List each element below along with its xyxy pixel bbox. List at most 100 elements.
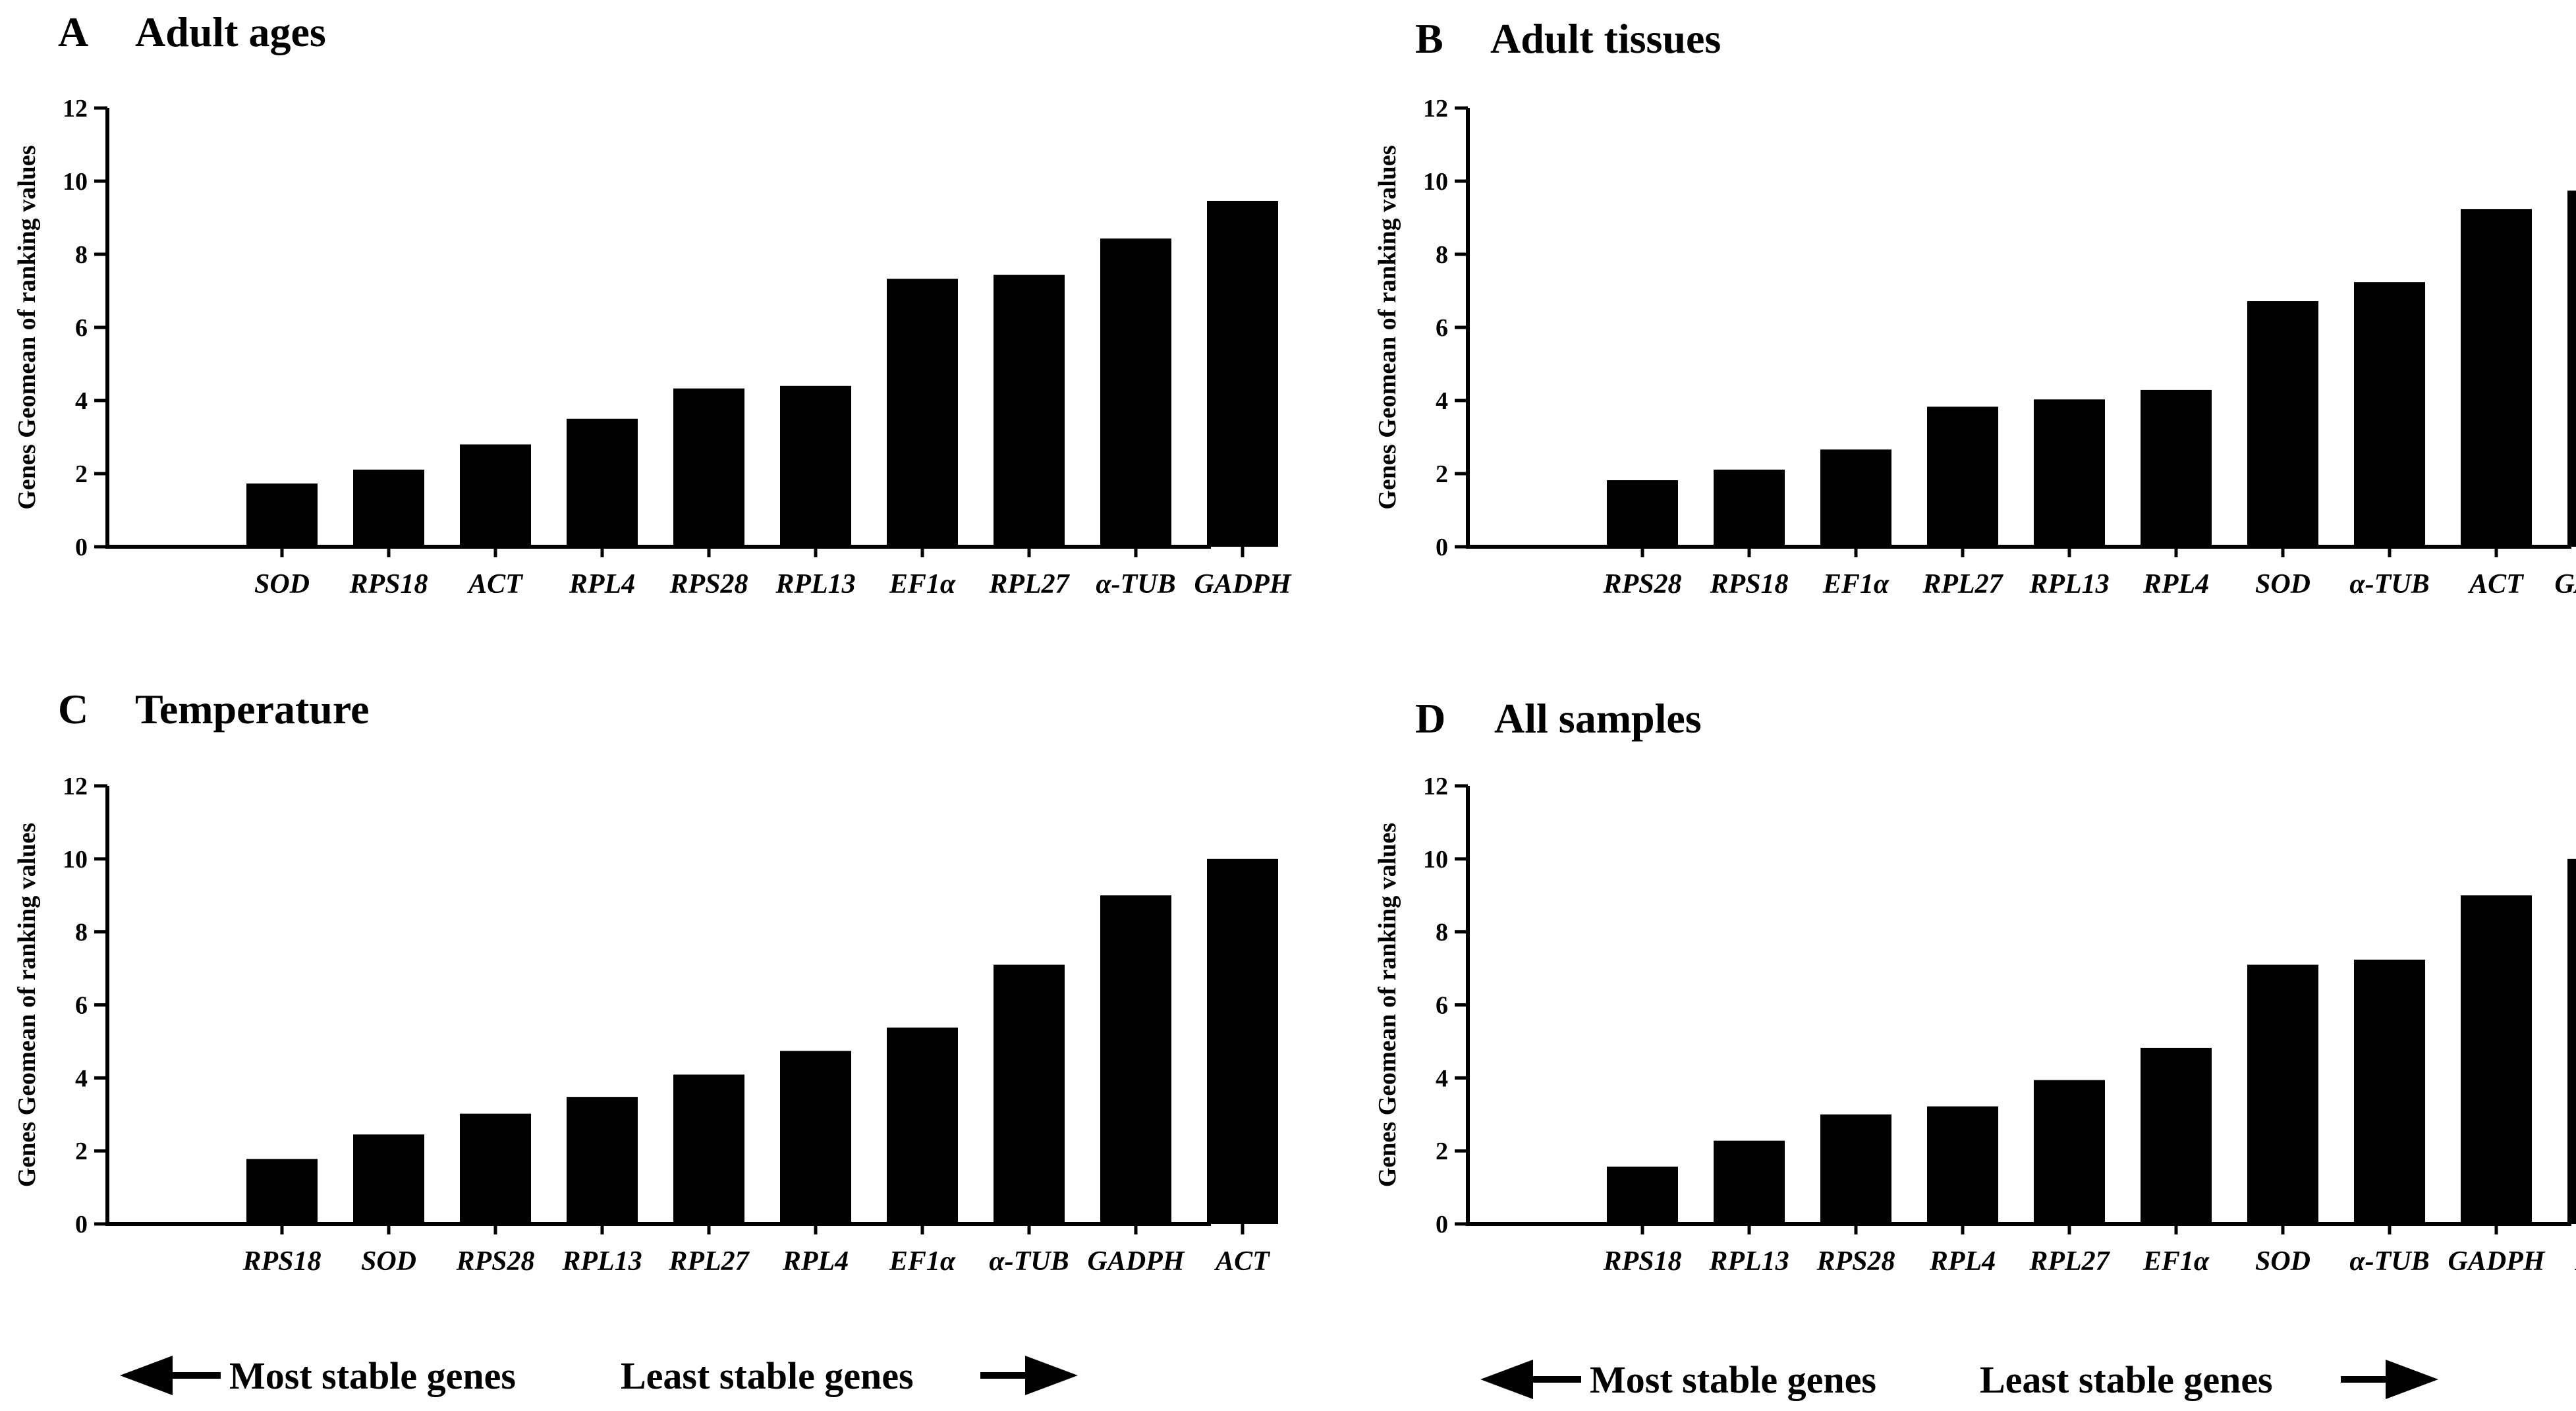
bar-b-5 <box>2034 399 2105 547</box>
y-tick-label: 6 <box>75 992 88 1020</box>
panel-a-title: Adult ages <box>135 9 326 55</box>
bar-b-4 <box>1927 406 1998 547</box>
x-tick-label: GADPH <box>1194 569 1292 599</box>
y-tick-label: 0 <box>75 534 88 561</box>
panel-b: B Adult tissues 0 2 4 6 8 10 12 RPS28 RPS18 EF1α R… <box>1374 15 2576 599</box>
y-tick-label: 2 <box>75 1138 88 1165</box>
x-tick-label: RPS28 <box>669 569 748 599</box>
panel-d-plot: 0 2 4 6 8 10 12 RPS18 RPL13 RPS28 RPL4 RPL27 EF1α SOD… <box>1374 773 2576 1277</box>
bar-d-9 <box>2461 895 2532 1224</box>
legend-most-stable-right: Most stable genes <box>1590 1358 1876 1401</box>
panel-d-letter: D <box>1415 695 1445 742</box>
x-tick-label: RPS18 <box>349 569 428 599</box>
bar-b-10 <box>2567 190 2576 547</box>
x-tick-label: ACT <box>466 569 524 599</box>
bar-d-3 <box>1820 1114 1891 1224</box>
bar-a-3 <box>460 444 531 547</box>
x-tick-label: RPL4 <box>782 1246 849 1277</box>
bar-c-9 <box>1100 895 1171 1224</box>
x-tick-label: SOD <box>361 1246 416 1277</box>
y-axis-label-d: Genes Geomean of ranking values <box>1374 823 1401 1187</box>
panel-d-title: All samples <box>1494 695 1702 742</box>
x-tick-label: ACT <box>1214 1246 1271 1277</box>
x-tick-label: RPL13 <box>775 569 855 599</box>
bar-b-2 <box>1714 469 1785 547</box>
bar-d-4 <box>1927 1106 1998 1224</box>
x-tick-label: EF1α <box>889 1246 956 1277</box>
y-tick-label: 0 <box>75 1211 88 1238</box>
bar-c-6 <box>780 1051 851 1224</box>
bar-c-7 <box>887 1027 958 1224</box>
y-tick-label: 10 <box>63 168 88 196</box>
bar-a-1 <box>246 483 318 547</box>
x-tick-label: RPL13 <box>561 1246 642 1277</box>
y-axis-label-c: Genes Geomean of ranking values <box>13 823 41 1187</box>
panel-b-title: Adult tissues <box>1490 15 1721 62</box>
bar-a-4 <box>567 418 638 547</box>
panel-b-letter: B <box>1415 15 1443 62</box>
y-tick-label: 12 <box>63 773 88 800</box>
panel-a: A Adult ages 0 2 4 6 8 10 12 SOD RPS18 ACT RPL4 RPS… <box>13 9 1292 599</box>
bar-a-5 <box>673 388 744 547</box>
bar-a-6 <box>780 385 851 547</box>
bar-c-2 <box>353 1134 424 1224</box>
y-tick-label: 2 <box>1436 1138 1448 1165</box>
x-tick-label: RPS28 <box>1816 1246 1895 1277</box>
y-tick-label: 8 <box>1436 241 1448 269</box>
y-tick-label: 12 <box>1423 95 1448 123</box>
y-tick-label: 6 <box>75 314 88 342</box>
y-tick-label: 8 <box>1436 919 1448 947</box>
bar-c-1 <box>246 1159 318 1224</box>
bar-d-8 <box>2354 959 2425 1224</box>
y-axis-label-b: Genes Geomean of ranking values <box>1374 145 1401 509</box>
bar-d-10 <box>2567 858 2576 1224</box>
x-tick-label: RPL13 <box>2029 569 2109 599</box>
bar-d-5 <box>2034 1080 2105 1224</box>
bar-d-1 <box>1607 1166 1678 1224</box>
x-tick-label: ACT <box>2467 569 2525 599</box>
y-tick-label: 0 <box>1436 1211 1448 1238</box>
bar-d-2 <box>1714 1140 1785 1224</box>
y-tick-label: 8 <box>75 919 88 947</box>
y-tick-label: 10 <box>1423 168 1448 196</box>
x-tick-label: RPL13 <box>1708 1246 1789 1277</box>
y-tick-label: 0 <box>1436 534 1448 561</box>
legend-least-stable-left: Least stable genes <box>621 1354 914 1397</box>
bar-c-4 <box>567 1097 638 1224</box>
y-tick-label: 4 <box>1436 1065 1448 1092</box>
bar-c-5 <box>673 1074 744 1224</box>
bar-c-8 <box>994 964 1065 1224</box>
x-tick-label: RPL4 <box>2142 569 2209 599</box>
bar-d-7 <box>2247 964 2318 1224</box>
panel-c-plot: 0 2 4 6 8 10 12 RPS18 SOD RPS28 RPL13 RPL27 RPL4 EF1α… <box>13 773 1278 1277</box>
panel-d: D All samples 0 2 4 6 8 10 12 RPS18 RPL13 RPS28 RP… <box>1374 695 2576 1277</box>
y-tick-label: 2 <box>1436 460 1448 488</box>
bar-c-3 <box>460 1113 531 1224</box>
x-tick-label: α-TUB <box>1096 569 1175 599</box>
y-tick-label: 8 <box>75 241 88 269</box>
x-tick-label: RPL4 <box>569 569 635 599</box>
x-tick-label: RPL27 <box>668 1246 750 1277</box>
y-tick-label: 10 <box>1423 846 1448 873</box>
x-tick-label: RPS28 <box>1602 569 1681 599</box>
y-tick-label: 12 <box>1423 773 1448 800</box>
x-tick-label: SOD <box>2255 1246 2310 1277</box>
x-tick-label: RPS18 <box>1709 569 1788 599</box>
y-tick-label: 6 <box>1436 992 1448 1020</box>
bar-b-1 <box>1607 480 1678 547</box>
x-tick-label: EF1α <box>889 569 956 599</box>
bar-a-2 <box>353 469 424 547</box>
stability-legend-right: Most stable genes Least stable genes <box>1480 1358 2438 1401</box>
panel-a-plot: 0 2 4 6 8 10 12 SOD RPS18 ACT RPL4 RPS28 RPL13 EF1α RP… <box>13 95 1292 599</box>
x-tick-label: α-TUB <box>2349 1246 2429 1277</box>
bar-c-10 <box>1207 858 1278 1224</box>
x-tick-label: RPL4 <box>1929 1246 1996 1277</box>
bar-d-6 <box>2141 1047 2212 1224</box>
bar-b-6 <box>2141 389 2212 547</box>
panel-c-letter: C <box>58 686 88 733</box>
bar-b-8 <box>2354 282 2425 547</box>
bar-b-9 <box>2461 209 2532 547</box>
x-tick-label: RPL27 <box>988 569 1070 599</box>
x-tick-label: α-TUB <box>989 1246 1069 1277</box>
